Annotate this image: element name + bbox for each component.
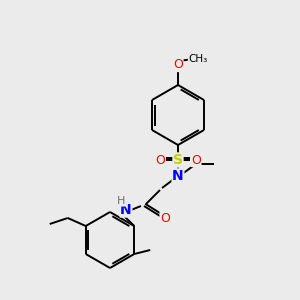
Text: O: O: [191, 154, 201, 166]
Text: N: N: [172, 169, 184, 183]
Text: S: S: [173, 153, 183, 167]
Text: O: O: [173, 58, 183, 71]
Text: N: N: [120, 203, 132, 217]
Text: O: O: [155, 154, 165, 166]
Text: O: O: [160, 212, 170, 224]
Text: CH₃: CH₃: [188, 54, 208, 64]
Text: H: H: [117, 196, 125, 206]
